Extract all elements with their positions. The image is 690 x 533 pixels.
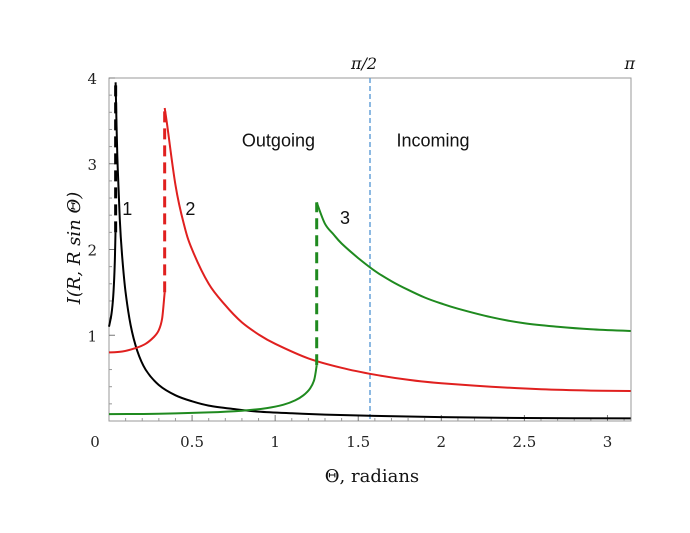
series-2-label: 2: [185, 199, 195, 219]
x-tick-label-5: 2.5: [512, 433, 536, 451]
label-layer: 0 0.5 1 1.5 2 2.5 3 1 2 3 4 π/2 π Outgoing Incoming 1 2 3: [87, 54, 635, 451]
series-layer: [108, 82, 631, 420]
series-1-right-curve: [114, 82, 631, 420]
series-3-right-curve: [315, 201, 631, 332]
y-tick-label-3: 4: [87, 70, 97, 88]
y-tick-label-0: 1: [87, 327, 97, 345]
y-tick-label-2: 3: [87, 156, 97, 174]
top-label-1: π: [623, 54, 635, 73]
series-1-label: 1: [122, 199, 132, 219]
x-tick-label-3: 1.5: [346, 433, 370, 451]
plot-area: [108, 77, 632, 422]
region-label-0: Outgoing: [242, 131, 315, 151]
top-label-0: π/2: [350, 54, 377, 73]
series-2-left-curve: [108, 292, 166, 354]
x-tick-label-2: 1: [270, 433, 280, 451]
x-tick-label-6: 3: [603, 433, 613, 451]
series-1-left-curve: [108, 232, 117, 327]
series-2-right-curve: [163, 107, 631, 392]
x-axis-title: Θ, radians: [325, 466, 419, 487]
y-axis-title: I(R, R sin Θ): [64, 192, 85, 306]
y-tick-label-1: 2: [87, 242, 97, 260]
x-tick-label-0: 0: [90, 433, 100, 451]
series-3-left-curve: [108, 365, 318, 416]
x-tick-label-1: 0.5: [180, 433, 204, 451]
series-3-label: 3: [340, 208, 350, 228]
x-tick-label-4: 2: [437, 433, 447, 451]
region-label-1: Incoming: [396, 131, 469, 151]
